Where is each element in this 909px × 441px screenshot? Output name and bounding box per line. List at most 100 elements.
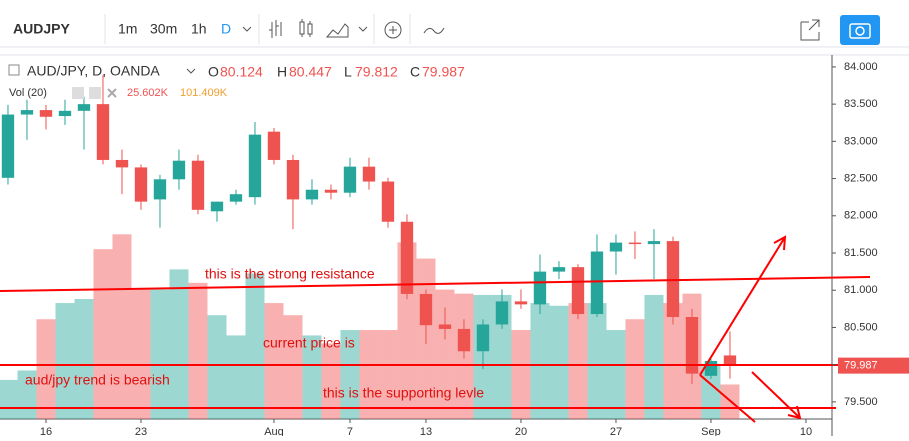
volume-bar	[0, 379, 18, 419]
candle-body	[248, 134, 262, 198]
x-tick-label: Aug	[264, 426, 284, 436]
candle-body	[58, 110, 72, 117]
volume-legend: Vol (20) 25.602K 101.409K	[9, 87, 228, 99]
volume-bar	[511, 330, 531, 419]
candle-body	[647, 241, 661, 245]
volume-value: 25.602K	[127, 87, 169, 99]
legend-label: C	[410, 64, 420, 80]
interval[interactable]: 30m	[150, 21, 177, 37]
volume-bar	[568, 303, 588, 419]
price-label-bg	[838, 357, 909, 374]
bar-style-icons[interactable]	[269, 19, 368, 38]
candle-body	[571, 267, 585, 315]
compare-icon[interactable]	[423, 27, 445, 34]
volume-bar	[283, 315, 303, 419]
candle-body	[552, 267, 566, 272]
volume-bar	[55, 303, 75, 419]
y-tick-label: 84.000	[844, 61, 878, 73]
legend: AUD/JPY, D, OANDA O 80.124 H 80.447 L 79…	[8, 63, 465, 80]
volume-bar	[93, 249, 113, 419]
legend-label: H	[277, 64, 287, 80]
drawings	[0, 235, 871, 423]
volume-bar	[530, 303, 550, 419]
y-tick-label: 79.500	[844, 396, 878, 408]
volume-bar	[188, 282, 208, 419]
settings-icon[interactable]	[89, 87, 101, 99]
volume-bar	[36, 319, 56, 419]
arrow	[699, 374, 756, 423]
x-tick-label: 13	[420, 426, 432, 436]
dropdown-icon[interactable]	[186, 68, 196, 74]
collapse-icon[interactable]	[8, 64, 20, 76]
close-icon[interactable]	[107, 88, 117, 98]
candle-body	[210, 201, 224, 212]
x-tick-label: 16	[40, 426, 52, 436]
settings-icon[interactable]	[72, 87, 84, 99]
candle-body	[1, 114, 15, 178]
x-tick-label: 7	[347, 426, 353, 436]
candle-body	[286, 159, 300, 200]
candle-body	[153, 179, 167, 200]
interval[interactable]: 1m	[118, 21, 137, 37]
annotation: this is the strong resistance	[205, 266, 375, 282]
candle-body	[20, 110, 34, 115]
y-tick-label: 83.000	[844, 135, 878, 147]
candle-body	[628, 242, 642, 245]
indicator-icon[interactable]	[384, 21, 402, 39]
candle-body	[39, 110, 53, 117]
candle-body	[96, 104, 110, 160]
resistance-line	[0, 276, 871, 292]
candle-body	[400, 221, 414, 294]
legend-value: 79.987	[422, 64, 465, 80]
y-tick-label: 81.000	[844, 284, 878, 296]
x-tick-label: 10	[800, 426, 812, 436]
x-tick-label: 20	[515, 426, 527, 436]
volume-bar	[644, 294, 664, 419]
candle-body	[267, 131, 281, 160]
candle-body	[666, 241, 680, 318]
candle-body	[514, 301, 528, 305]
volume-bar	[625, 319, 645, 419]
candle-body	[590, 251, 604, 315]
volume-bar	[587, 303, 607, 419]
volume-bar	[112, 234, 132, 419]
volume-bar	[131, 289, 151, 419]
toolbar	[0, 0, 909, 47]
y-tick-label: 83.500	[844, 98, 878, 110]
candle-body	[495, 301, 509, 325]
fullscreen-icon[interactable]	[800, 19, 820, 41]
volume-bar	[321, 343, 341, 419]
interval[interactable]: 1h	[191, 21, 207, 37]
candle-body	[723, 355, 737, 366]
interval[interactable]: D	[221, 21, 231, 37]
candle-body	[438, 324, 452, 329]
arrow	[699, 235, 787, 376]
y-tick-label: 82.500	[844, 172, 878, 184]
price-label: 79.987	[844, 360, 878, 372]
dropdown-icon[interactable]	[242, 26, 252, 32]
candle-body	[362, 166, 376, 182]
volume-bar	[435, 289, 455, 419]
candle-body	[191, 160, 205, 210]
candle-body	[457, 328, 471, 352]
camera-icon	[849, 23, 871, 39]
annotation: this is the supporting levle	[323, 385, 484, 401]
symbol[interactable]: AUDJPY	[13, 21, 70, 37]
candle-body	[343, 166, 357, 193]
volume-bar	[17, 370, 37, 419]
snapshot-button[interactable]	[840, 15, 880, 45]
candle-body	[685, 317, 699, 374]
y-tick-label: 81.500	[844, 247, 878, 259]
volume-bar	[663, 303, 683, 419]
volume-bar	[169, 269, 189, 419]
candle-body	[229, 194, 243, 202]
legend-value: 80.447	[289, 64, 332, 80]
volume-title: Vol (20)	[9, 87, 47, 99]
annotation: aud/jpy trend is bearish	[25, 372, 170, 388]
indicator-icon	[389, 26, 397, 34]
candle-body	[134, 167, 148, 202]
volume-average: 101.409K	[180, 87, 228, 99]
annotation: current price is	[263, 335, 355, 351]
